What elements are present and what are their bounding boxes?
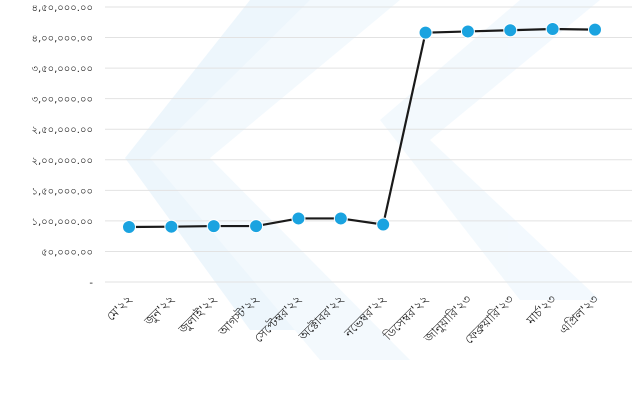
data-point xyxy=(418,25,433,40)
data-point xyxy=(460,24,475,39)
y-axis: - ৫০,০০০.০০ ১,০০,০০০.০০ ১,৫০,০০০.০০ ২,০০,০০০… xyxy=(31,3,93,289)
x-tick-label: জুলাই'২২ xyxy=(175,292,220,337)
data-point xyxy=(545,22,560,36)
x-tick-label: জুন'২২ xyxy=(141,292,178,329)
background-watermark xyxy=(125,0,600,360)
y-tick-label: ৩,৫০,০০০.০০ xyxy=(31,64,93,75)
x-axis: মে'২২ জুন'২২জুলাই'২২আগস্ট'২২সেপ্টেম্বর'২২… xyxy=(104,292,602,347)
data-point xyxy=(164,219,179,234)
y-tick-label: ১,৫০,০০০.০০ xyxy=(31,186,93,197)
series-layer xyxy=(122,22,602,234)
y-tick-label: ৪,৫০,০০০.০০ xyxy=(31,3,93,14)
y-tick-label: ২,০০,০০০.০০ xyxy=(31,156,93,167)
data-point xyxy=(588,22,602,37)
y-tick-label: - xyxy=(89,278,93,289)
y-tick-label: ২,৫০,০০০.০০ xyxy=(31,125,93,136)
data-point xyxy=(503,23,518,38)
y-tick-label: ৩,০০,০০০.০০ xyxy=(31,95,93,106)
y-tick-label: ৪,০০,০০০.০০ xyxy=(31,34,93,45)
data-point xyxy=(291,211,306,226)
data-point xyxy=(333,211,348,226)
y-tick-label: ১,০০,০০০.০০ xyxy=(31,217,93,228)
gridlines xyxy=(105,6,632,283)
data-point xyxy=(249,219,264,234)
series-line xyxy=(128,27,596,229)
x-tick-label: মে'২২ xyxy=(104,292,135,323)
y-tick-label: ৫০,০০০.০০ xyxy=(41,247,93,258)
data-point xyxy=(122,220,136,234)
data-point xyxy=(206,219,221,234)
data-point xyxy=(376,217,391,232)
